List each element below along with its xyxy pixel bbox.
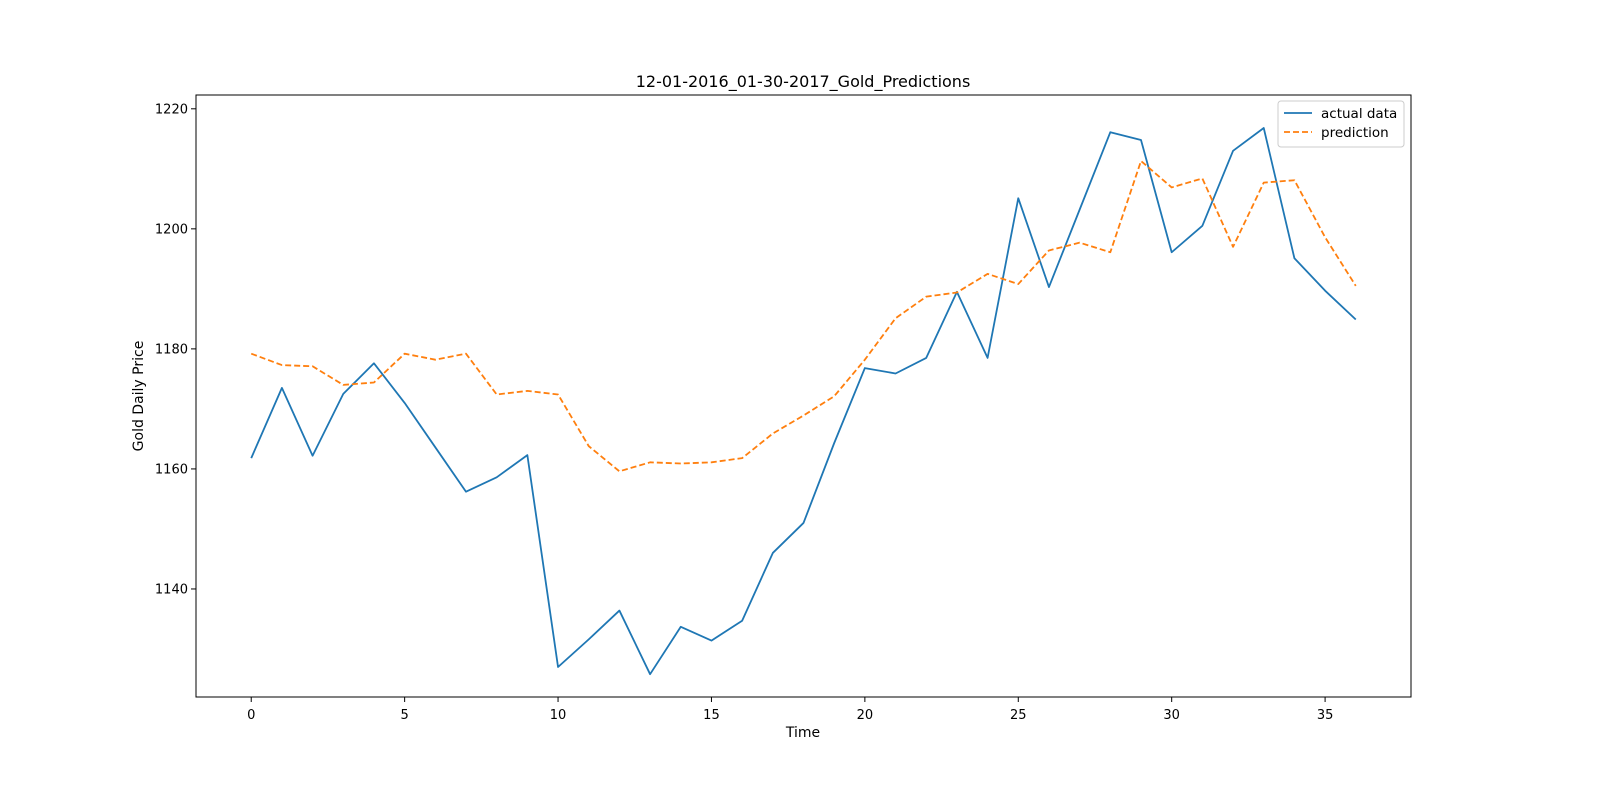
data-point-prediction bbox=[588, 445, 590, 447]
data-point-prediction bbox=[833, 395, 835, 397]
data-point-actual-data bbox=[1048, 286, 1050, 288]
y-tick-label: 1180 bbox=[155, 342, 188, 357]
data-point-prediction bbox=[1078, 241, 1080, 243]
data-point-actual-data bbox=[373, 362, 375, 364]
data-point-actual-data bbox=[1324, 289, 1326, 291]
y-tick-label: 1200 bbox=[155, 222, 188, 237]
y-tick-label: 1140 bbox=[155, 582, 188, 597]
data-point-prediction bbox=[1263, 181, 1265, 183]
x-tick-label: 35 bbox=[1317, 708, 1334, 723]
data-point-prediction bbox=[373, 381, 375, 383]
data-point-actual-data bbox=[1293, 257, 1295, 259]
data-point-actual-data bbox=[864, 367, 866, 369]
data-point-prediction bbox=[403, 352, 405, 354]
data-point-actual-data bbox=[311, 455, 313, 457]
data-point-prediction bbox=[311, 365, 313, 367]
data-point-prediction bbox=[1201, 177, 1203, 179]
data-point-prediction bbox=[956, 291, 958, 293]
data-point-actual-data bbox=[250, 457, 252, 459]
data-point-prediction bbox=[986, 273, 988, 275]
data-point-prediction bbox=[1017, 283, 1019, 285]
data-point-prediction bbox=[680, 462, 682, 464]
data-point-actual-data bbox=[465, 491, 467, 493]
x-axis-ticks: 0 5 10 15 20 25 30 35 bbox=[247, 697, 1333, 723]
y-tick-label: 1160 bbox=[155, 462, 188, 477]
y-axis-ticks: 1140 1160 1180 1200 1220 bbox=[155, 102, 196, 597]
data-point-actual-data bbox=[434, 446, 436, 448]
legend-label-actual-data: actual data bbox=[1321, 106, 1397, 122]
data-point-actual-data bbox=[526, 454, 528, 456]
data-point-prediction bbox=[1109, 251, 1111, 253]
data-point-actual-data bbox=[802, 522, 804, 524]
data-point-prediction bbox=[925, 295, 927, 297]
data-point-prediction bbox=[557, 393, 559, 395]
data-point-prediction bbox=[1232, 246, 1234, 248]
data-point-actual-data bbox=[1170, 251, 1172, 253]
data-point-prediction bbox=[465, 352, 467, 354]
data-point-actual-data bbox=[342, 393, 344, 395]
series-line-actual-data bbox=[250, 127, 1357, 676]
data-point-prediction bbox=[250, 352, 252, 354]
y-axis-label: Gold Daily Price bbox=[131, 341, 147, 452]
series-line-prediction bbox=[250, 160, 1357, 473]
data-point-prediction bbox=[894, 317, 896, 319]
legend: actual data prediction bbox=[1277, 100, 1405, 148]
data-point-prediction bbox=[1293, 179, 1295, 181]
x-axis-label: Time bbox=[785, 725, 820, 741]
legend-label-prediction: prediction bbox=[1321, 125, 1389, 141]
data-point-actual-data bbox=[618, 609, 620, 611]
data-point-prediction bbox=[495, 393, 497, 395]
data-point-actual-data bbox=[1201, 225, 1203, 227]
data-point-actual-data bbox=[710, 639, 712, 641]
data-point-prediction bbox=[434, 358, 436, 360]
data-point-actual-data bbox=[741, 620, 743, 622]
data-point-actual-data bbox=[1232, 150, 1234, 152]
x-tick-label: 15 bbox=[703, 708, 720, 723]
data-point-actual-data bbox=[894, 372, 896, 374]
data-point-actual-data bbox=[1078, 208, 1080, 210]
data-point-prediction bbox=[802, 414, 804, 416]
x-tick-label: 5 bbox=[400, 708, 408, 723]
data-point-prediction bbox=[864, 358, 866, 360]
data-point-actual-data bbox=[557, 666, 559, 668]
data-point-prediction bbox=[1048, 249, 1050, 251]
data-point-actual-data bbox=[986, 357, 988, 359]
data-point-prediction bbox=[1170, 186, 1172, 188]
data-point-prediction bbox=[281, 364, 283, 366]
chart-title: 12-01-2016_01-30-2017_Gold_Predictions bbox=[636, 72, 971, 92]
data-point-prediction bbox=[1355, 285, 1357, 287]
data-point-actual-data bbox=[588, 638, 590, 640]
x-tick-label: 20 bbox=[857, 708, 874, 723]
data-point-prediction bbox=[710, 461, 712, 463]
data-point-prediction bbox=[741, 457, 743, 459]
data-point-prediction bbox=[772, 432, 774, 434]
data-point-prediction bbox=[1140, 160, 1142, 162]
data-point-actual-data bbox=[1263, 127, 1265, 129]
plot-frame bbox=[195, 94, 1412, 698]
x-tick-label: 0 bbox=[247, 708, 255, 723]
data-point-actual-data bbox=[403, 402, 405, 404]
data-point-actual-data bbox=[281, 387, 283, 389]
series-layer bbox=[250, 127, 1357, 676]
x-tick-label: 25 bbox=[1010, 708, 1027, 723]
x-tick-label: 10 bbox=[550, 708, 567, 723]
data-point-actual-data bbox=[1355, 318, 1357, 320]
data-point-prediction bbox=[618, 470, 620, 472]
data-point-prediction bbox=[1324, 236, 1326, 238]
data-point-actual-data bbox=[925, 357, 927, 359]
data-point-prediction bbox=[526, 390, 528, 392]
x-tick-label: 30 bbox=[1163, 708, 1180, 723]
data-point-actual-data bbox=[649, 673, 651, 675]
data-point-actual-data bbox=[680, 626, 682, 628]
data-point-actual-data bbox=[772, 552, 774, 554]
data-point-actual-data bbox=[1109, 131, 1111, 133]
data-point-prediction bbox=[342, 384, 344, 386]
data-point-actual-data bbox=[495, 476, 497, 478]
y-tick-label: 1220 bbox=[155, 102, 188, 117]
data-point-actual-data bbox=[1140, 139, 1142, 141]
data-point-prediction bbox=[649, 461, 651, 463]
data-point-actual-data bbox=[1017, 197, 1019, 199]
data-point-actual-data bbox=[833, 442, 835, 444]
